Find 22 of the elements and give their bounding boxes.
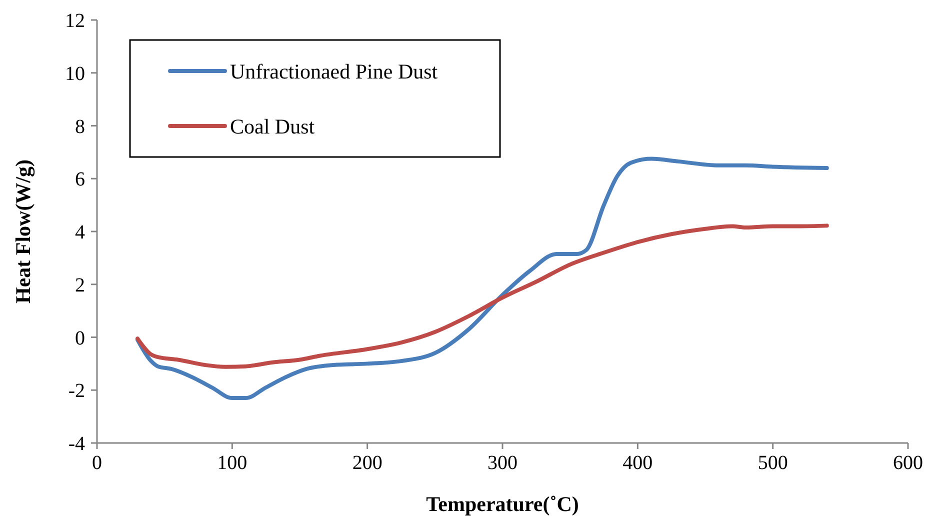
y-tick-label: 12 (65, 10, 85, 32)
line-series (136, 156, 829, 400)
x-tick-label: 200 (352, 452, 382, 474)
x-tick-label: 300 (488, 452, 518, 474)
y-tick-label: 10 (65, 62, 85, 85)
y-tick-label: 0 (75, 327, 85, 350)
x-tick-label: 400 (622, 452, 653, 474)
y-axis-title: Heat Flow(W/g) (11, 159, 35, 304)
y-tick-label: 6 (75, 168, 85, 191)
y-tick-label: 2 (75, 274, 85, 296)
y-tick-label: -4 (68, 433, 85, 455)
line-series (136, 224, 829, 369)
y-tick-label: 8 (75, 116, 85, 138)
legend-label: Coal Dust (230, 114, 315, 138)
x-tick-label: 0 (92, 452, 102, 474)
x-axis-title: Temperature(˚C) (426, 492, 579, 516)
y-tick-label: 4 (75, 222, 85, 244)
x-tick-label: 100 (217, 452, 248, 474)
y-tick-label: -2 (68, 380, 85, 402)
legend-label: Unfractionaed Pine Dust (230, 59, 438, 84)
x-tick-label: 500 (758, 452, 788, 474)
x-tick-label: 600 (893, 452, 923, 474)
